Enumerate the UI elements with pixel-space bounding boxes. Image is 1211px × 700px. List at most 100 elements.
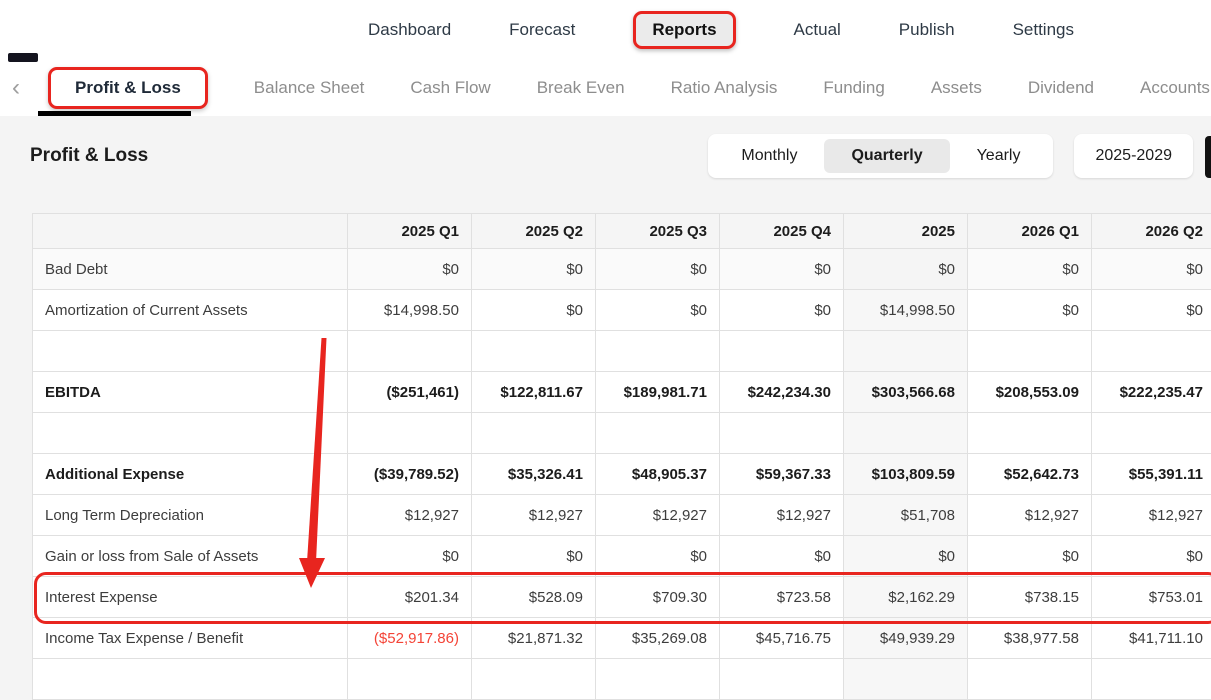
value-cell: $49,939.29 [843,617,968,659]
tab-dividend[interactable]: Dividend [1027,77,1094,97]
table-row: Amortization of Current Assets $14,998.50… [32,289,1211,331]
value-cell [347,330,472,372]
row-label: Long Term Depreciation [32,494,348,536]
tab-cash-flow[interactable]: Cash Flow [410,77,491,97]
value-cell: $0 [347,535,472,577]
value-cell: $0 [1091,535,1211,577]
value-cell [843,658,968,700]
value-cell: $0 [967,535,1092,577]
nav-item-settings[interactable]: Settings [1012,19,1074,39]
value-cell [595,330,720,372]
table-row-highlighted: Interest Expense $201.34 $528.09 $709.30 $72… [32,576,1211,618]
value-cell: $12,927 [1091,494,1211,536]
value-cell: $201.34 [347,576,472,618]
value-cell: $242,234.30 [719,371,844,413]
table-row: EBITDA ($251,461) $122,811.67 $189,981.71 $2… [32,371,1211,413]
value-cell: $12,927 [967,494,1092,536]
value-cell: $0 [1091,248,1211,290]
value-cell [719,412,844,454]
value-cell: $41,711.10 [1091,617,1211,659]
table-row: Gain or loss from Sale of Assets $0 $0 $0 $0… [32,535,1211,577]
row-label: Bad Debt [32,248,348,290]
tab-break-even[interactable]: Break Even [536,77,625,97]
value-cell [471,412,596,454]
chevron-left-icon[interactable]: ‹ [12,73,20,101]
value-cell: ($251,461) [347,371,472,413]
nav-item-actual[interactable]: Actual [793,19,841,39]
period-option-quarterly[interactable]: Quarterly [824,139,950,173]
partial-logo-mark [8,53,38,62]
nav-item-dashboard[interactable]: Dashboard [368,19,452,39]
table-row [32,658,1211,700]
tab-funding[interactable]: Funding [823,77,885,97]
active-tab-underline [38,111,191,116]
value-cell [967,658,1092,700]
period-option-yearly[interactable]: Yearly [976,147,1021,164]
value-cell [347,658,472,700]
value-cell: $2,162.29 [843,576,968,618]
value-cell: $35,269.08 [595,617,720,659]
value-cell: $189,981.71 [595,371,720,413]
value-cell [595,412,720,454]
value-cell [595,658,720,700]
value-cell: $0 [595,535,720,577]
tab-accounts[interactable]: Accounts [1140,77,1210,97]
value-cell: $0 [471,289,596,331]
value-cell [967,330,1092,372]
value-cell: $0 [471,535,596,577]
value-cell: $0 [719,248,844,290]
row-label [32,658,348,700]
value-cell: $0 [1091,289,1211,331]
year-range-button[interactable]: 2025-2029 [1074,134,1193,178]
value-cell [719,658,844,700]
value-cell: $12,927 [347,494,472,536]
value-cell: $528.09 [471,576,596,618]
profit-loss-table-container: 2025 Q1 2025 Q2 2025 Q3 2025 Q4 2025 2026 Q1 2… [32,213,1211,700]
value-cell: $222,235.47 [1091,371,1211,413]
value-cell: $59,367.33 [719,453,844,495]
value-cell [843,330,968,372]
value-cell: ($39,789.52) [347,453,472,495]
tab-assets[interactable]: Assets [930,77,982,97]
value-cell: $0 [595,289,720,331]
value-cell: $0 [967,248,1092,290]
nav-item-publish[interactable]: Publish [898,19,955,39]
row-label [32,412,348,454]
nav-item-reports[interactable]: Reports [633,10,736,49]
tab-ratio-analysis[interactable]: Ratio Analysis [670,77,778,97]
value-cell [471,658,596,700]
value-cell: $45,716.75 [719,617,844,659]
tab-profit-and-loss[interactable]: Profit & Loss [48,66,208,109]
content-header: Profit & Loss Monthly Quarterly Yearly 2… [0,134,1211,178]
value-cell: $48,905.37 [595,453,720,495]
period-option-monthly[interactable]: Monthly [741,147,798,164]
pl-table: 2025 Q1 2025 Q2 2025 Q3 2025 Q4 2025 2026 Q1 2… [32,213,1211,700]
value-cell: $55,391.11 [1091,453,1211,495]
column-header: 2026 Q2 [1091,213,1211,249]
row-label: Additional Expense [32,453,348,495]
column-header: 2025 Q2 [471,213,596,249]
value-cell: $0 [471,248,596,290]
value-cell: $723.58 [719,576,844,618]
value-cell: $12,927 [471,494,596,536]
value-cell: $0 [595,248,720,290]
value-cell: $52,642.73 [967,453,1092,495]
table-row: Income Tax Expense / Benefit ($52,917.86)… [32,617,1211,659]
row-label-header [32,213,348,249]
main-nav: Dashboard Forecast Reports Actual Publis… [0,0,1211,59]
value-cell: $738.15 [967,576,1092,618]
column-header: 2025 Q3 [595,213,720,249]
table-row [32,330,1211,372]
value-cell: $14,998.50 [347,289,472,331]
table-row: Bad Debt $0 $0 $0 $0 $0 $0 $0 [32,248,1211,290]
value-cell [843,412,968,454]
tab-balance-sheet[interactable]: Balance Sheet [253,77,365,97]
row-label: Gain or loss from Sale of Assets [32,535,348,577]
value-cell [1091,330,1211,372]
value-cell [967,412,1092,454]
value-cell: $12,927 [719,494,844,536]
report-tabs: ‹ Profit & Loss Balance Sheet Cash Flow … [0,59,1211,116]
clipped-edge-button[interactable] [1205,136,1211,178]
nav-item-forecast[interactable]: Forecast [509,19,576,39]
value-cell: $0 [347,248,472,290]
